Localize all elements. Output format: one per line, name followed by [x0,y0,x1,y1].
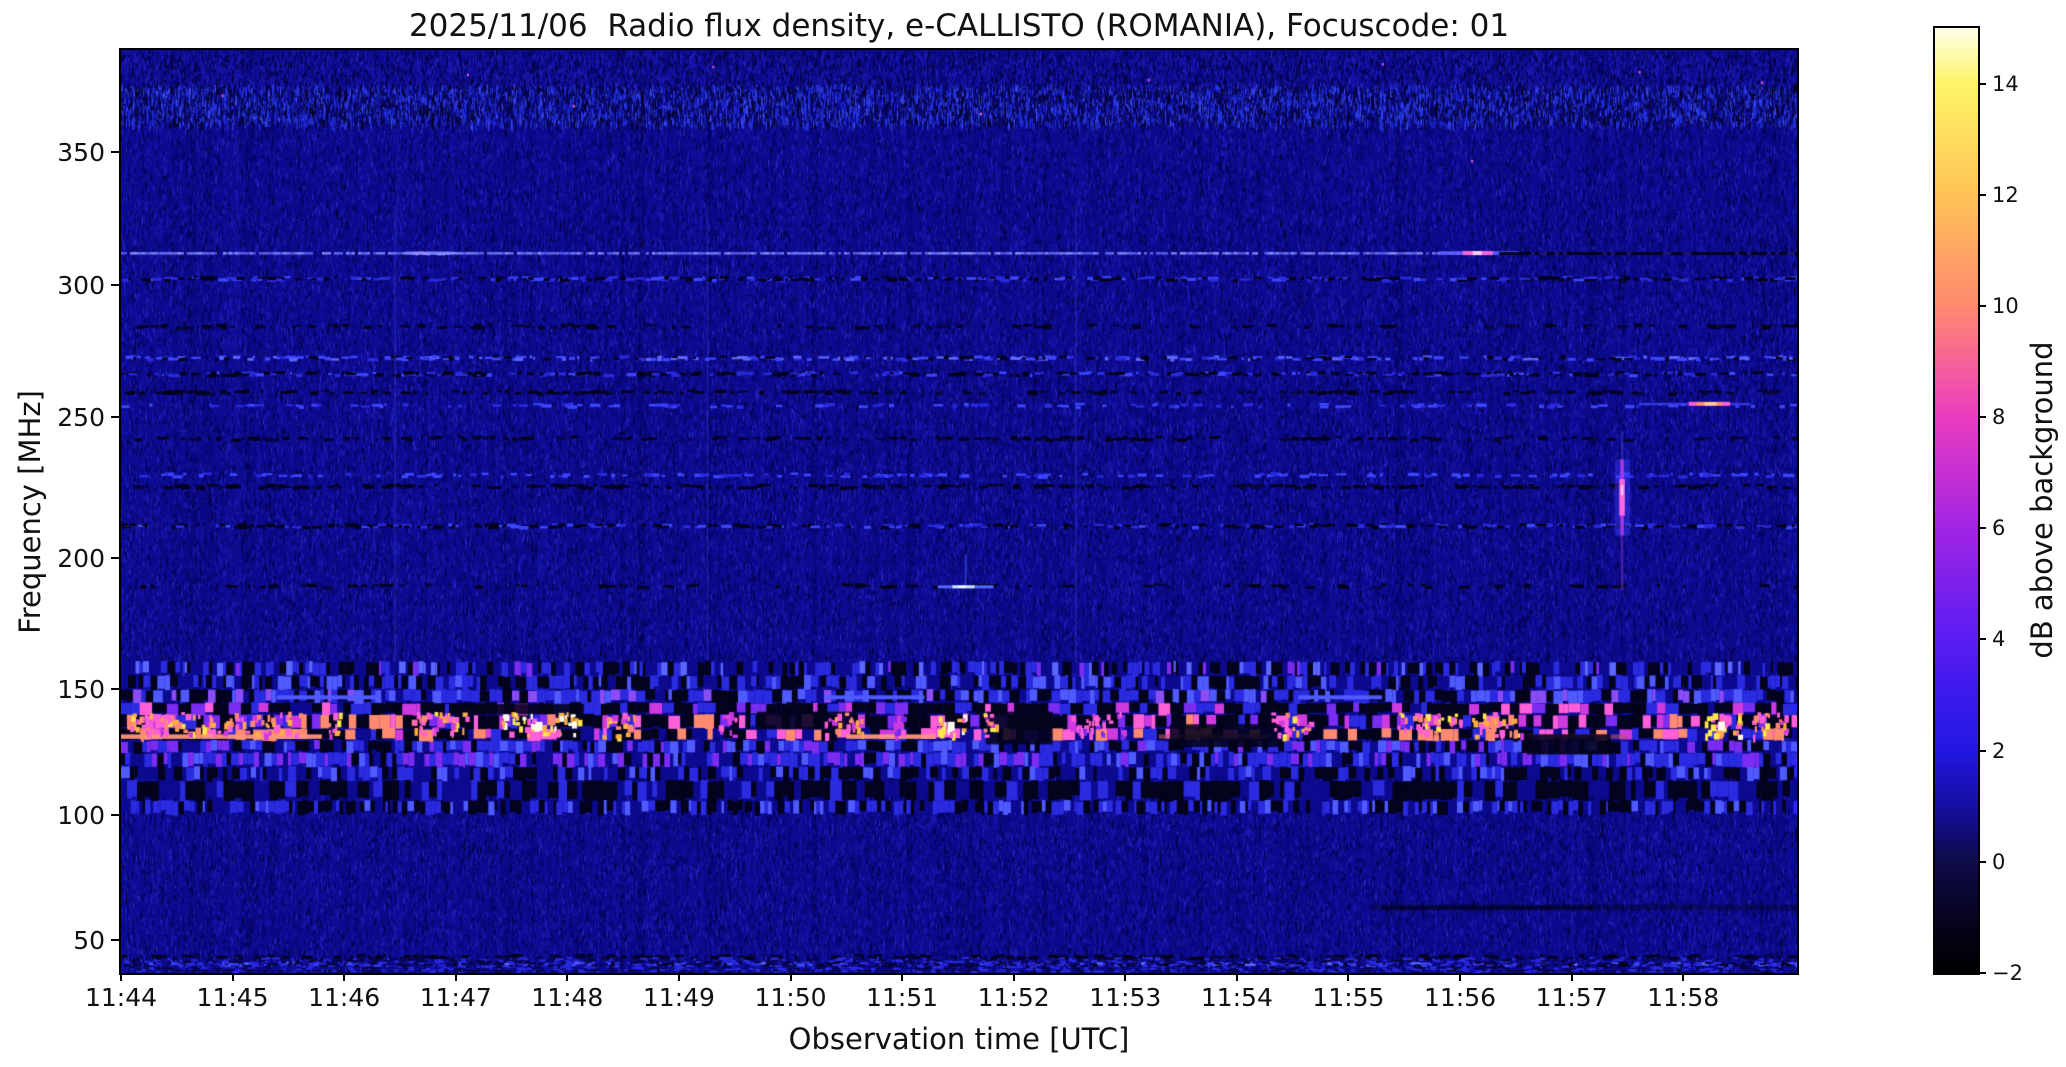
x-tick-label: 11:44 [84,983,158,1012]
x-tick-mark [789,973,792,981]
x-tick-label: 11:52 [977,983,1050,1012]
spectrogram-plot [119,48,1799,975]
x-tick-mark [1012,973,1015,981]
x-tick-label: 11:53 [1089,983,1162,1012]
y-tick-mark [111,814,119,816]
colorbar-tick-mark [1978,638,1986,641]
colorbar-tick-mark [1978,193,1986,196]
colorbar-tick-label: 10 [1992,293,2019,318]
colorbar-tick-label: −2 [1992,961,2023,985]
x-tick-label: 11:45 [196,983,269,1012]
x-tick-label: 11:54 [1200,983,1273,1012]
colorbar [1933,26,1980,975]
y-tick-label: 350 [57,138,105,167]
x-tick-label: 11:50 [754,983,827,1012]
x-tick-mark [901,973,904,981]
x-tick-label: 11:46 [308,983,381,1012]
colorbar-tick-mark [1978,82,1986,85]
x-tick-label: 11:58 [1647,983,1720,1012]
colorbar-tick-label: 14 [1992,71,2019,96]
y-tick-mark [111,284,119,286]
colorbar-tick-mark [1978,304,1986,307]
y-tick-mark [111,416,119,418]
x-tick-label: 11:55 [1312,983,1385,1012]
x-tick-label: 11:57 [1535,983,1608,1012]
colorbar-tick-label: 4 [1992,627,2006,652]
colorbar-tick-mark [1978,749,1986,752]
y-tick-mark [111,151,119,153]
chart-title: 2025/11/06 Radio flux density, e-CALLIST… [408,8,1510,44]
y-tick-mark [111,688,119,690]
y-tick-label: 150 [57,675,105,704]
y-tick-label: 200 [57,544,105,573]
x-tick-mark [1235,973,1238,981]
colorbar-tick-mark [1978,972,1986,974]
x-tick-mark [1347,973,1350,981]
y-axis-label: Frequency [MHz] [13,390,47,634]
colorbar-label: dB above background [2025,341,2059,659]
x-tick-label: 11:49 [642,983,715,1012]
colorbar-tick-label: 8 [1992,405,2006,430]
x-tick-mark [1682,973,1685,981]
colorbar-tick-mark [1978,527,1986,530]
colorbar-tick-mark [1978,416,1986,419]
colorbar-tick-label: 12 [1992,182,2019,207]
x-tick-mark [566,973,569,981]
x-tick-mark [120,973,122,981]
x-tick-mark [231,973,234,981]
x-tick-label: 11:51 [866,983,939,1012]
colorbar-tick-mark [1978,860,1986,863]
y-tick-mark [111,939,119,941]
x-axis-label: Observation time [UTC] [788,1022,1130,1056]
y-tick-label: 50 [73,926,105,955]
x-tick-mark [454,973,457,981]
spectrogram-canvas [121,50,1797,973]
colorbar-tick-label: 0 [1992,849,2006,874]
x-tick-label: 11:48 [531,983,604,1012]
x-tick-label: 11:56 [1423,983,1497,1012]
x-tick-mark [1124,973,1127,981]
y-tick-mark [111,557,119,559]
y-tick-label: 250 [57,403,105,432]
colorbar-tick-label: 6 [1992,516,2006,541]
y-tick-label: 300 [57,271,105,300]
x-tick-mark [677,973,680,981]
x-tick-mark [1570,973,1573,981]
colorbar-tick-label: 2 [1992,738,2006,763]
x-tick-label: 11:47 [419,983,492,1012]
y-tick-label: 100 [57,801,105,830]
x-tick-mark [343,973,346,981]
x-tick-mark [1459,973,1461,981]
